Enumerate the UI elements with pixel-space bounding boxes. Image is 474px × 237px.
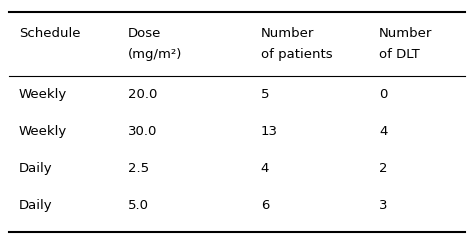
Text: 3: 3 <box>379 199 388 211</box>
Text: 4: 4 <box>261 162 269 175</box>
Text: Dose: Dose <box>128 27 161 40</box>
Text: of patients: of patients <box>261 48 332 61</box>
Text: 5: 5 <box>261 88 269 101</box>
Text: 5.0: 5.0 <box>128 199 149 211</box>
Text: Weekly: Weekly <box>19 125 67 138</box>
Text: 2.5: 2.5 <box>128 162 149 175</box>
Text: Schedule: Schedule <box>19 27 81 40</box>
Text: 0: 0 <box>379 88 388 101</box>
Text: 6: 6 <box>261 199 269 211</box>
Text: Weekly: Weekly <box>19 88 67 101</box>
Text: Daily: Daily <box>19 199 53 211</box>
Text: 4: 4 <box>379 125 388 138</box>
Text: Number: Number <box>261 27 314 40</box>
Text: Daily: Daily <box>19 162 53 175</box>
Text: 13: 13 <box>261 125 278 138</box>
Text: 2: 2 <box>379 162 388 175</box>
Text: (mg/m²): (mg/m²) <box>128 48 182 61</box>
Text: 20.0: 20.0 <box>128 88 157 101</box>
Text: 30.0: 30.0 <box>128 125 157 138</box>
Text: Number: Number <box>379 27 433 40</box>
Text: of DLT: of DLT <box>379 48 420 61</box>
